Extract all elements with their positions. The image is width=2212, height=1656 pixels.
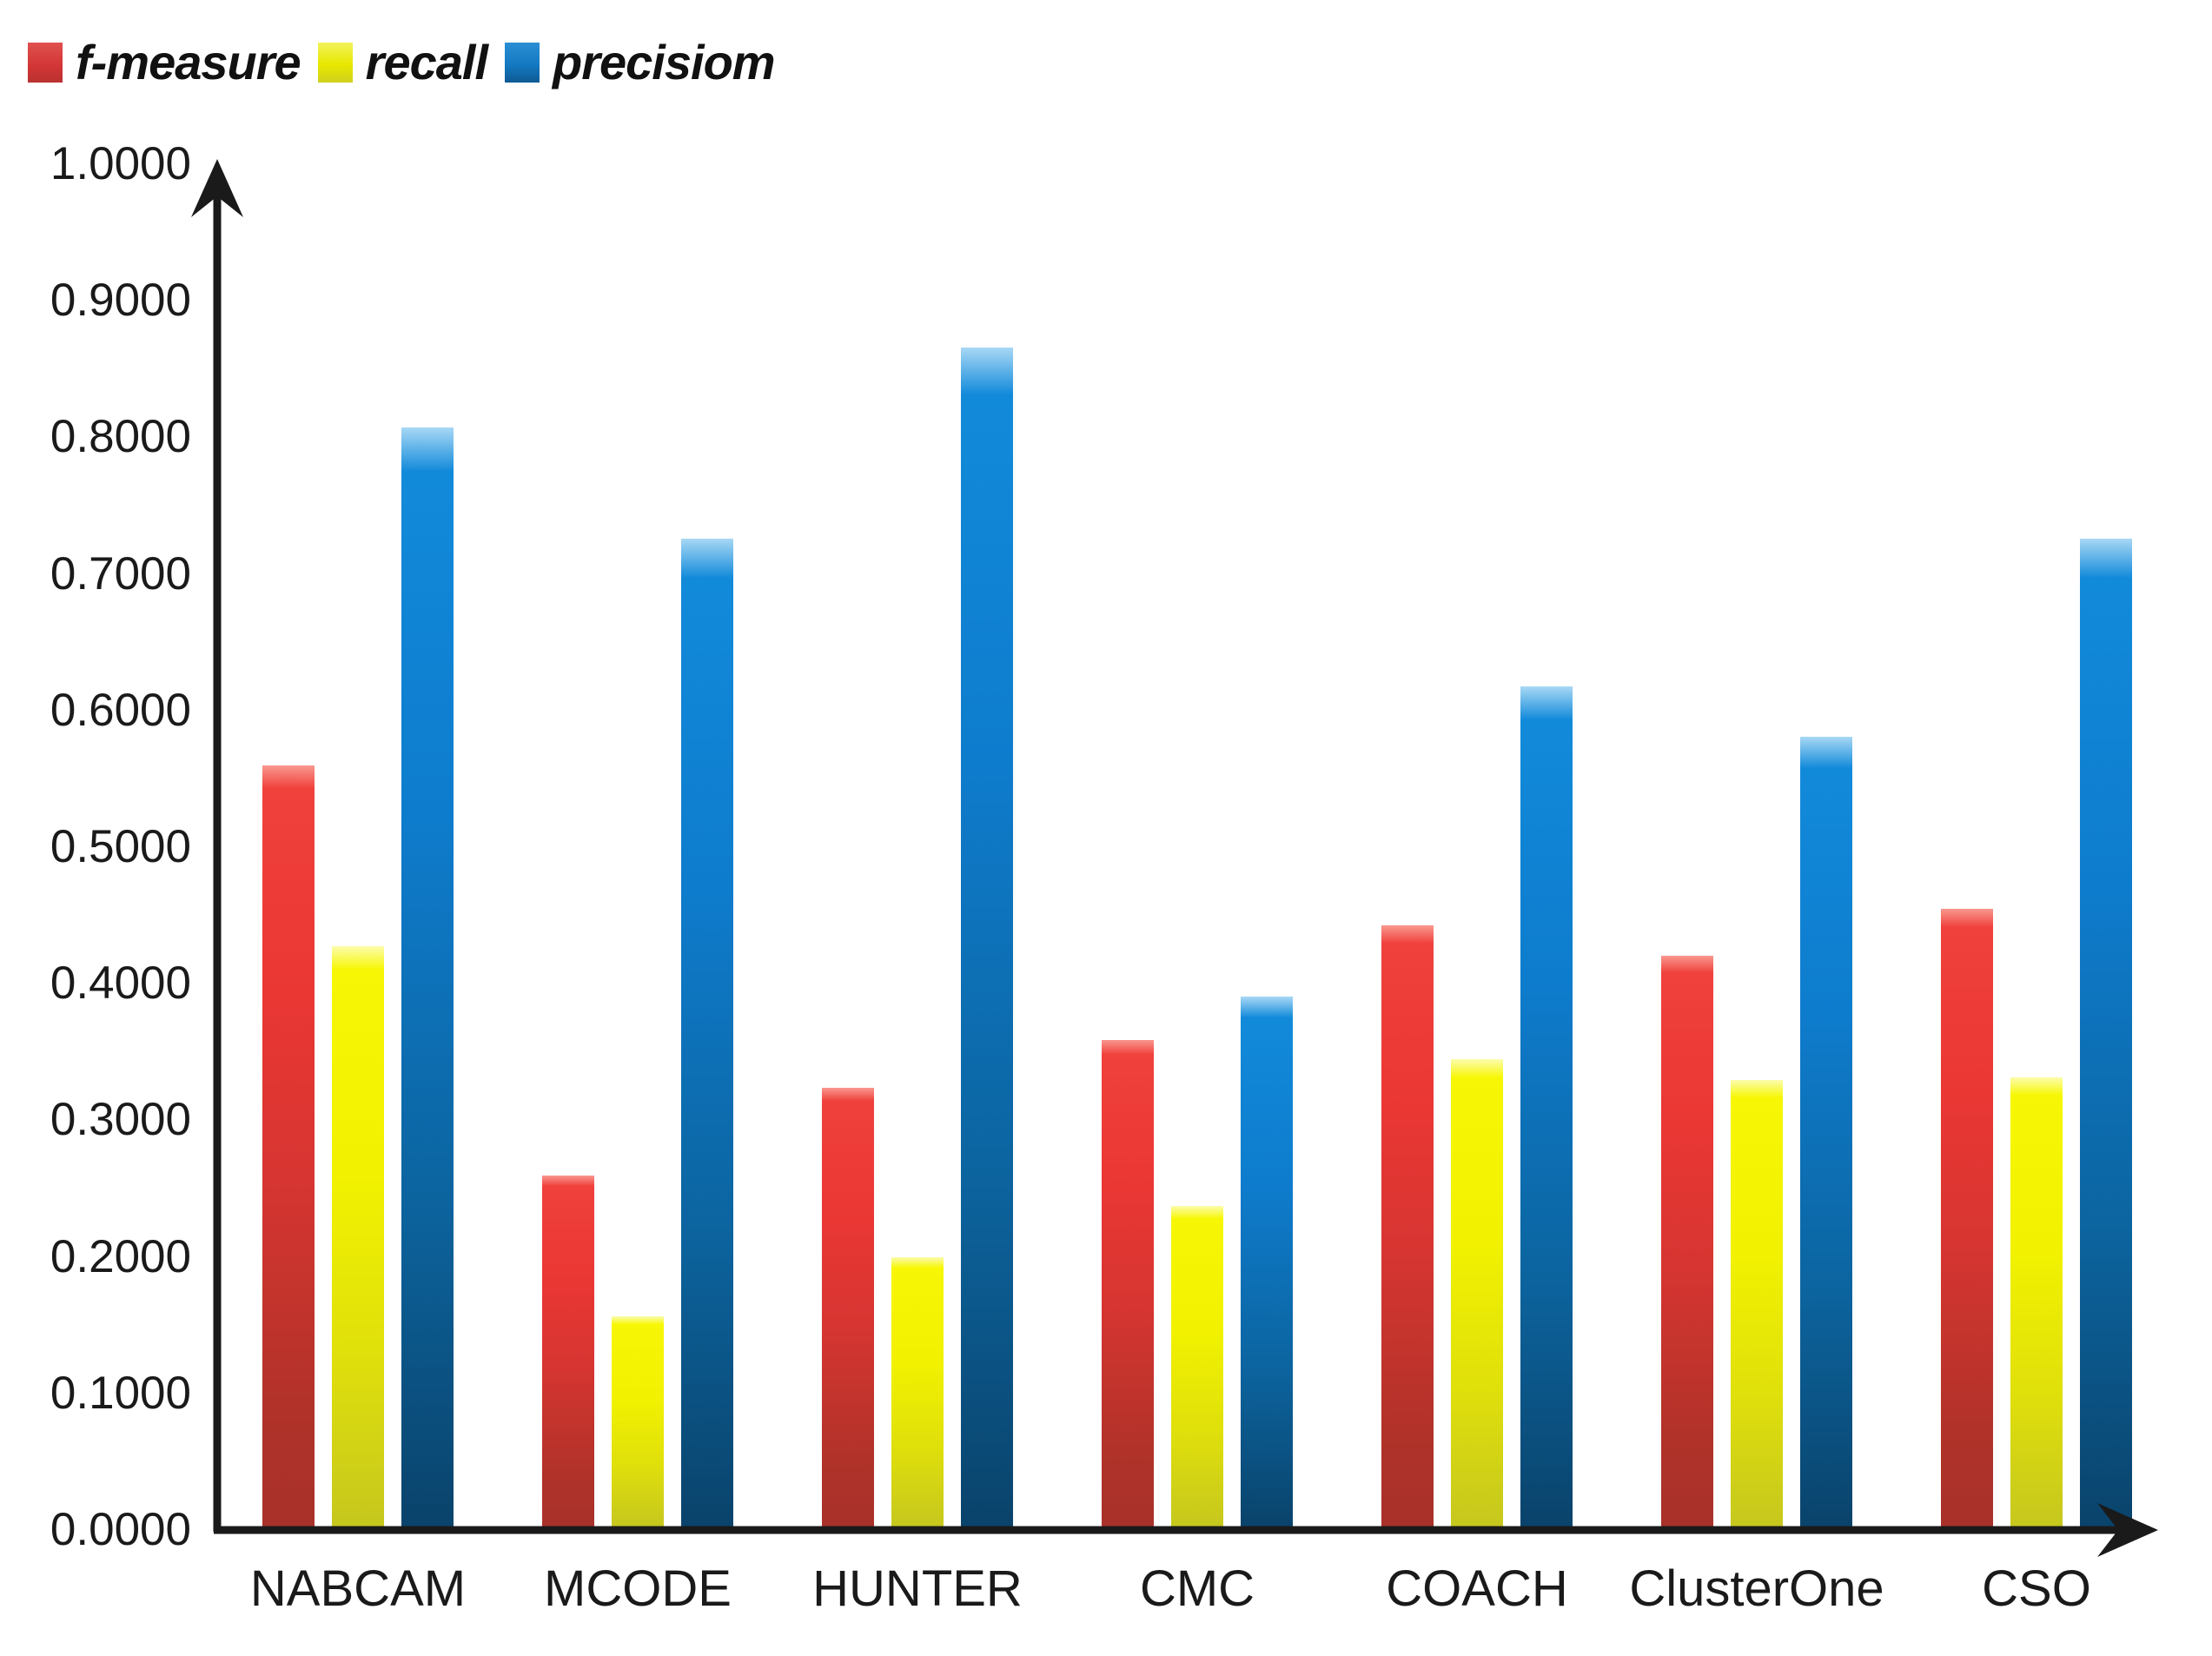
x-category-label-ClusterOne: ClusterOne xyxy=(1629,1560,1884,1617)
legend-swatch-icon xyxy=(505,43,540,83)
bar-HUNTER-recall xyxy=(891,1257,944,1527)
bar-MCODE-recall xyxy=(612,1315,664,1527)
bar-ClusterOne-f-measure xyxy=(1661,955,1713,1527)
legend-label: f-measure xyxy=(76,35,301,89)
bar-ClusterOne-precisiom xyxy=(1800,737,1852,1527)
y-tick-label: 0.6000 xyxy=(50,684,191,736)
x-category-label-CSO: CSO xyxy=(1982,1560,2091,1617)
bar-NABCAM-precisiom xyxy=(401,427,454,1527)
y-tick-label: 0.1000 xyxy=(50,1367,191,1419)
legend-item-precisiom: precisiom xyxy=(505,35,776,89)
x-category-label-HUNTER: HUNTER xyxy=(812,1560,1023,1617)
legend-item-recall: recall xyxy=(317,35,488,89)
bar-CSO-f-measure xyxy=(1941,909,1993,1527)
y-tick-label: 0.3000 xyxy=(50,1094,191,1146)
y-tick-label: 0.4000 xyxy=(50,957,191,1010)
bar-COACH-recall xyxy=(1451,1059,1503,1527)
bar-CMC-f-measure xyxy=(1102,1040,1154,1527)
x-axis-arrow-icon xyxy=(2097,1503,2158,1557)
legend-item-f-measure: f-measure xyxy=(28,38,301,87)
y-tick-label: 0.2000 xyxy=(50,1230,191,1282)
legend-swatch-icon xyxy=(317,43,353,83)
x-category-label-NABCAM: NABCAM xyxy=(249,1560,467,1617)
bar-COACH-precisiom xyxy=(1520,686,1573,1527)
bar-NABCAM-recall xyxy=(332,945,384,1527)
bar-COACH-f-measure xyxy=(1381,925,1434,1527)
y-tick-label: 0.7000 xyxy=(50,547,191,599)
y-tick-label: 0.9000 xyxy=(50,275,191,327)
bar-HUNTER-f-measure xyxy=(822,1088,874,1527)
x-category-label-MCODE: MCODE xyxy=(544,1560,732,1617)
bar-CMC-recall xyxy=(1171,1205,1223,1527)
bar-CSO-recall xyxy=(2010,1076,2063,1527)
y-tick-label: 0.5000 xyxy=(50,821,191,872)
bar-MCODE-f-measure xyxy=(542,1175,594,1527)
legend-label: recall xyxy=(365,35,488,89)
legend-swatch-icon xyxy=(28,43,63,83)
x-category-label-COACH: COACH xyxy=(1386,1560,1568,1617)
bar-CSO-precisiom xyxy=(2080,539,2132,1527)
legend-label: precisiom xyxy=(553,35,776,89)
bar-ClusterOne-recall xyxy=(1731,1079,1783,1527)
y-axis-arrow-icon xyxy=(191,159,243,217)
x-category-label-CMC: CMC xyxy=(1139,1560,1255,1617)
y-tick-label: 0.8000 xyxy=(50,411,191,463)
bar-CMC-precisiom xyxy=(1241,997,1293,1527)
bar-HUNTER-precisiom xyxy=(961,348,1013,1527)
y-tick-label: 0.0000 xyxy=(50,1504,191,1555)
legend: f-measure recall precisiom xyxy=(28,38,792,87)
bar-NABCAM-f-measure xyxy=(262,765,315,1527)
bar-MCODE-precisiom xyxy=(681,539,733,1527)
y-tick-label: 1.0000 xyxy=(50,138,191,189)
